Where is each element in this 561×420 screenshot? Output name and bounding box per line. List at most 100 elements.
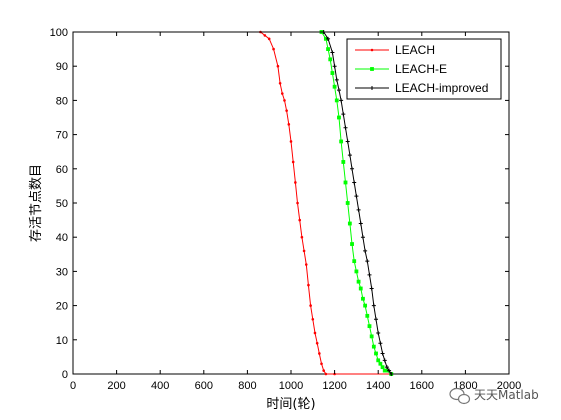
- data-point: [289, 140, 293, 143]
- legend-entry: LEACH-improved: [355, 81, 488, 95]
- data-point: [285, 109, 288, 112]
- data-point: [334, 77, 339, 82]
- data-point: [337, 115, 341, 120]
- y-tick-label: 0: [62, 369, 68, 381]
- data-point: [272, 47, 275, 51]
- data-point: [369, 334, 374, 339]
- data-point: [363, 303, 368, 308]
- data-point: [332, 84, 337, 89]
- data-point: [356, 207, 361, 212]
- data-point: [280, 92, 284, 95]
- data-point: [341, 112, 346, 117]
- data-point: [376, 330, 381, 335]
- data-point: [347, 153, 352, 158]
- data-point: [326, 47, 330, 52]
- data-point: [324, 372, 328, 376]
- x-tick-label: 2000: [497, 380, 521, 392]
- watermark-text: 天天Matlab: [474, 388, 539, 402]
- x-tick-label: 1600: [410, 380, 434, 392]
- data-point: [365, 259, 370, 264]
- series-line: [73, 31, 509, 375]
- data-point: [367, 272, 372, 277]
- data-point: [321, 30, 326, 34]
- data-point: [371, 344, 376, 349]
- data-point: [330, 50, 335, 55]
- data-point: [356, 279, 361, 284]
- data-point: [352, 180, 357, 185]
- data-point: [352, 259, 357, 264]
- data-point: [369, 286, 374, 291]
- ticks-layer: 0 200 400 600 800 1000 1200 1400 1600 1800 2000010…: [50, 27, 522, 392]
- data-point: [376, 358, 381, 363]
- x-tick-label: 1400: [366, 380, 390, 392]
- data-point: [350, 242, 354, 246]
- y-tick-label: 80: [56, 95, 68, 107]
- x-tick-label: 400: [151, 380, 169, 392]
- x-tick-label: 1000: [279, 380, 303, 392]
- y-axis-label: 存活节点数目: [29, 164, 44, 242]
- data-point: [360, 235, 365, 240]
- data-point: [296, 201, 299, 205]
- y-tick-label: 70: [56, 130, 68, 142]
- x-tick-label: 0: [70, 380, 76, 392]
- data-point: [384, 365, 389, 370]
- data-point: [294, 181, 297, 184]
- data-point: [267, 37, 271, 41]
- watermark: 天天Matlab: [449, 387, 539, 405]
- data-point: [291, 160, 295, 164]
- data-point: [371, 303, 376, 308]
- data-point: [358, 221, 363, 226]
- data-point: [354, 194, 359, 199]
- x-tick-label: 1200: [322, 380, 346, 392]
- data-point: [361, 296, 365, 301]
- legend-entry: LEACH-E: [355, 62, 447, 76]
- data-point: [304, 263, 308, 266]
- data-point: [389, 372, 394, 376]
- y-tick-label: 50: [56, 198, 68, 210]
- data-point: [330, 71, 335, 75]
- data-point: [313, 331, 317, 335]
- legend-label: LEACH-improved: [395, 81, 488, 95]
- data-point: [278, 82, 282, 85]
- y-tick-label: 10: [56, 335, 68, 347]
- legend-marker: [370, 86, 374, 90]
- x-axis-label: 时间(轮): [266, 397, 315, 412]
- y-tick-label: 20: [56, 301, 68, 313]
- data-point: [350, 166, 355, 171]
- data-point: [367, 324, 372, 329]
- series-leach-improved: [73, 30, 509, 376]
- data-point: [382, 358, 387, 363]
- data-point: [380, 365, 385, 370]
- data-point: [343, 180, 348, 185]
- data-point: [365, 313, 370, 318]
- data-point: [387, 368, 392, 373]
- data-point: [339, 98, 344, 103]
- data-point: [307, 283, 310, 287]
- data-point: [283, 99, 286, 102]
- data-point: [363, 248, 368, 253]
- legend: LEACH LEACH-E LEACH-improved: [346, 38, 502, 100]
- series-layer: [73, 30, 509, 376]
- data-point: [322, 369, 326, 372]
- data-point: [287, 123, 291, 126]
- data-point: [298, 218, 302, 222]
- data-point: [326, 36, 331, 41]
- data-point: [345, 201, 350, 205]
- data-point: [374, 351, 378, 356]
- y-tick-label: 60: [56, 164, 68, 176]
- data-point: [334, 98, 339, 103]
- legend-entry: LEACH: [355, 43, 435, 57]
- data-point: [354, 269, 359, 274]
- data-point: [309, 304, 312, 307]
- x-tick-label: 800: [238, 380, 256, 392]
- data-point: [345, 139, 350, 144]
- data-point: [378, 341, 383, 346]
- y-tick-label: 90: [56, 61, 68, 73]
- data-point: [302, 249, 306, 253]
- x-tick-label: 200: [107, 380, 125, 392]
- data-point: [343, 125, 348, 130]
- y-tick-label: 40: [56, 232, 68, 244]
- data-point: [320, 362, 323, 366]
- data-point: [378, 361, 383, 366]
